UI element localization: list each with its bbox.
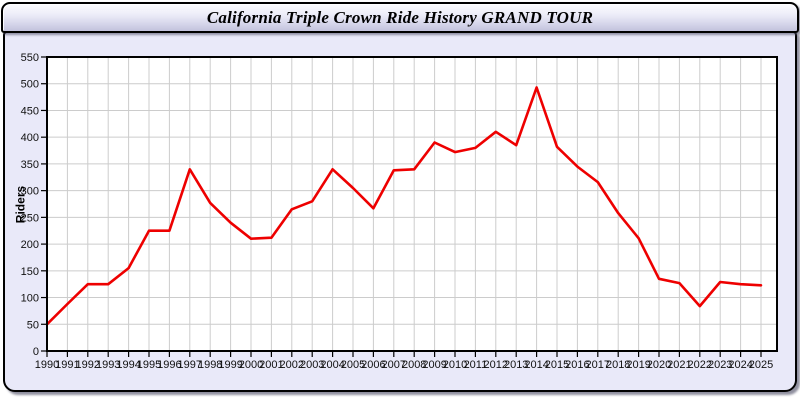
- plot-area: [47, 57, 777, 351]
- x-tick-label: 1992: [76, 359, 100, 371]
- x-tick-label: 2025: [749, 359, 773, 371]
- window-title-bar: California Triple Crown Ride History GRA…: [1, 2, 799, 33]
- y-tick-label: 250: [21, 212, 39, 224]
- x-tick-label: 2017: [586, 359, 610, 371]
- x-tick-label: 2003: [300, 359, 324, 371]
- chart-panel: 0 50 100 150 200 250 300 350 400 450 500 550 1990 199…: [3, 31, 797, 392]
- x-tick-label: 2014: [524, 359, 548, 371]
- y-tick-label: 550: [21, 52, 39, 64]
- x-tick-label: 2006: [361, 359, 385, 371]
- x-tick-label: 1991: [55, 359, 79, 371]
- y-tick-label: 50: [27, 319, 39, 331]
- x-tick-label: 2004: [320, 359, 344, 371]
- x-tick-label: 2022: [688, 359, 712, 371]
- chart-svg: 0501001502002503003504004505005501990199…: [21, 52, 778, 371]
- y-tick-label: 350: [21, 159, 39, 171]
- x-tick-label: 2012: [484, 359, 508, 371]
- x-tick-label: 1996: [157, 359, 181, 371]
- y-tick-label: 400: [21, 132, 39, 144]
- x-tick-label: 2001: [259, 359, 283, 371]
- y-tick-label: 200: [21, 239, 39, 251]
- y-tick-label: 100: [21, 293, 39, 305]
- x-tick-label: 2015: [545, 359, 569, 371]
- x-tick-label: 2016: [565, 359, 589, 371]
- x-tick-label: 2021: [667, 359, 691, 371]
- y-tick-label: 500: [21, 79, 39, 91]
- page-title: California Triple Crown Ride History GRA…: [206, 7, 594, 27]
- x-tick-label: 2008: [402, 359, 426, 371]
- x-tick-label: 1997: [178, 359, 202, 371]
- x-tick-label: 1994: [116, 359, 140, 371]
- x-tick-label: 2010: [443, 359, 467, 371]
- x-tick-label: 2011: [464, 359, 488, 371]
- x-tick-label: 2019: [626, 359, 650, 371]
- y-tick-label: 450: [21, 105, 39, 117]
- x-tick-label: 1993: [96, 359, 120, 371]
- x-tick-label: 2009: [422, 359, 446, 371]
- y-tick-label: 300: [21, 186, 39, 198]
- x-tick-label: 2000: [239, 359, 263, 371]
- data-line: [45, 86, 763, 326]
- x-tick-label: 2020: [647, 359, 671, 371]
- x-tick-label: 2007: [382, 359, 406, 371]
- x-tick-label: 1998: [198, 359, 222, 371]
- x-tick-label: 2018: [606, 359, 630, 371]
- y-tick-label: 150: [21, 266, 39, 278]
- x-tick-label: 2023: [708, 359, 732, 371]
- x-tick-label: 2002: [280, 359, 304, 371]
- x-tick-label: 1999: [218, 359, 242, 371]
- y-axis-title: Riders: [13, 185, 28, 224]
- x-tick-label: 1990: [35, 359, 59, 371]
- x-tick-label: 2013: [504, 359, 528, 371]
- x-tick-label: 2024: [728, 359, 752, 371]
- x-tick-label: 2005: [341, 359, 365, 371]
- x-tick-label: 1995: [137, 359, 161, 371]
- plot-border: [46, 56, 778, 352]
- y-tick-label: 0: [33, 346, 39, 358]
